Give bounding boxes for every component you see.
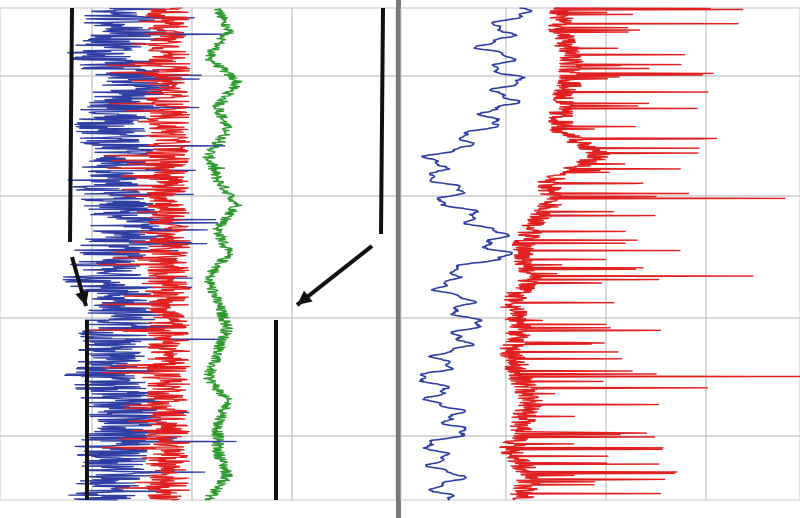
left-log-panel (0, 7, 397, 501)
right-log-panel (400, 7, 800, 501)
upper-left-bracket-line (68, 7, 74, 243)
right-arrow-shaft (295, 244, 374, 307)
left-trace-series-0 (62, 7, 237, 501)
upper-right-bracket-line (379, 7, 385, 235)
left-trace-series-1 (88, 7, 191, 501)
panel-divider (396, 0, 401, 518)
left-grid (0, 7, 397, 501)
left-overlay (68, 7, 385, 500)
left-traces (62, 7, 243, 501)
right-trace-series-1 (499, 7, 800, 501)
right-arrow-head (297, 290, 313, 305)
left-trace-series-2 (202, 7, 243, 501)
right-trace-series-0 (418, 7, 533, 501)
right-traces (418, 7, 800, 501)
left-frame (0, 7, 397, 501)
left-arrow-head (75, 290, 89, 306)
